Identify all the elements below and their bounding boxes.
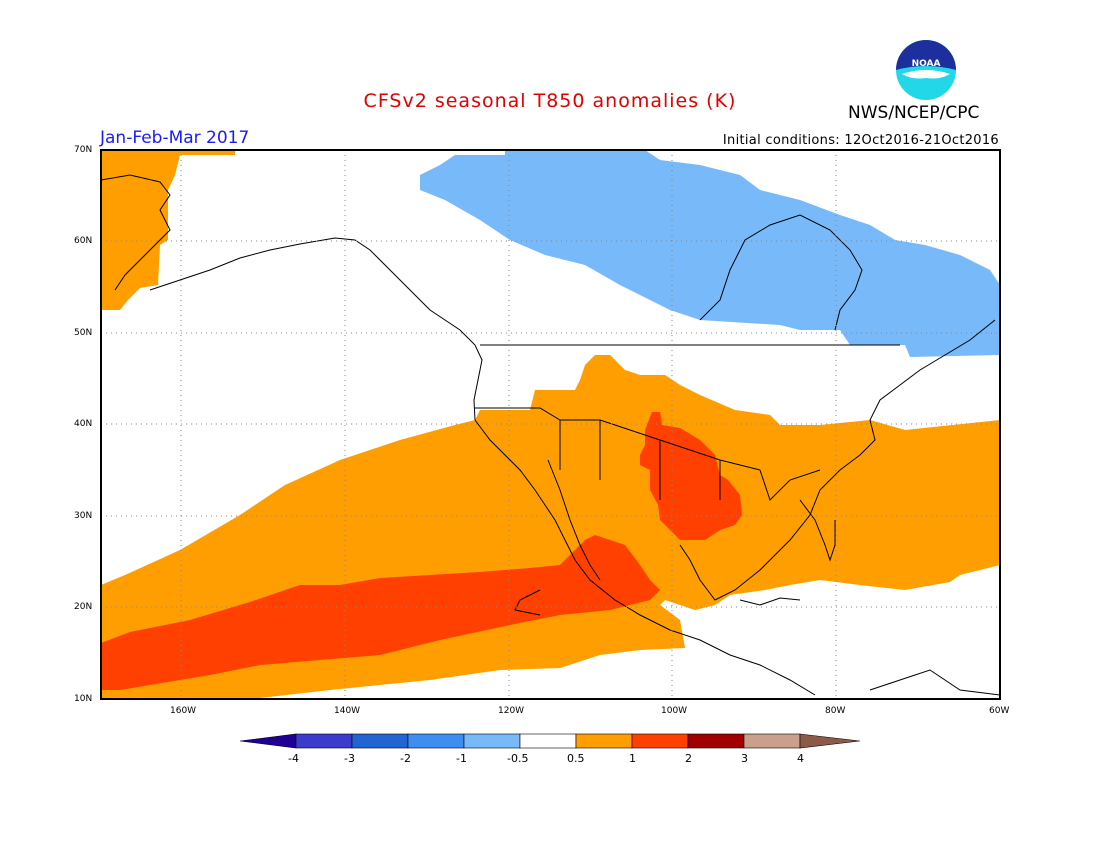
colorbar-bin xyxy=(351,733,409,749)
noaa-logo: NOAA xyxy=(896,40,956,100)
colorbar-label: -2 xyxy=(400,752,411,765)
colorbar-label: 2 xyxy=(685,752,692,765)
lon-label: 140W xyxy=(334,706,361,716)
colorbar-bin xyxy=(575,733,633,749)
lat-label: 40N xyxy=(74,419,93,429)
coastlines xyxy=(101,174,1000,696)
lon-label: 60W xyxy=(989,706,1010,716)
anomaly-field xyxy=(101,150,1000,698)
colorbar-label: -1 xyxy=(456,752,467,765)
lat-label: 10N xyxy=(74,694,93,704)
colorbar-bin xyxy=(687,733,745,749)
lat-label: 20N xyxy=(74,602,93,612)
colorbar-label: -4 xyxy=(288,752,299,765)
colorbar-bin xyxy=(519,733,577,749)
colorbar-bin xyxy=(407,733,465,749)
lat-label: 30N xyxy=(74,511,93,521)
colorbar xyxy=(239,733,861,749)
colorbar-bin xyxy=(295,733,353,749)
lon-label: 100W xyxy=(661,706,688,716)
lon-label: 160W xyxy=(170,706,197,716)
colorbar-bin xyxy=(743,733,801,749)
colorbar-label: 4 xyxy=(797,752,804,765)
lon-label: 80W xyxy=(825,706,846,716)
colorbar-label: -0.5 xyxy=(507,752,529,765)
colorbar-label: -3 xyxy=(344,752,355,765)
colorbar-arrow-left xyxy=(239,733,297,749)
colorbar-label: 1 xyxy=(629,752,636,765)
lat-label: 70N xyxy=(74,145,93,155)
agency-label: NWS/NCEP/CPC xyxy=(848,103,980,123)
colorbar-label: 3 xyxy=(741,752,748,765)
map-frame xyxy=(100,149,1001,700)
initial-conditions: Initial conditions: 12Oct2016-21Oct2016 xyxy=(722,133,999,148)
chart-title: CFSv2 seasonal T850 anomalies (K) xyxy=(363,90,737,112)
lat-label: 60N xyxy=(74,236,93,246)
colorbar-bin xyxy=(631,733,689,749)
logo-text: NOAA xyxy=(912,59,941,69)
lon-label: 120W xyxy=(498,706,525,716)
colorbar-label: 0.5 xyxy=(567,752,585,765)
lat-label: 50N xyxy=(74,328,93,338)
forecast-period: Jan-Feb-Mar 2017 xyxy=(100,128,250,148)
colorbar-arrow-right xyxy=(799,733,861,749)
colorbar-bin xyxy=(463,733,521,749)
